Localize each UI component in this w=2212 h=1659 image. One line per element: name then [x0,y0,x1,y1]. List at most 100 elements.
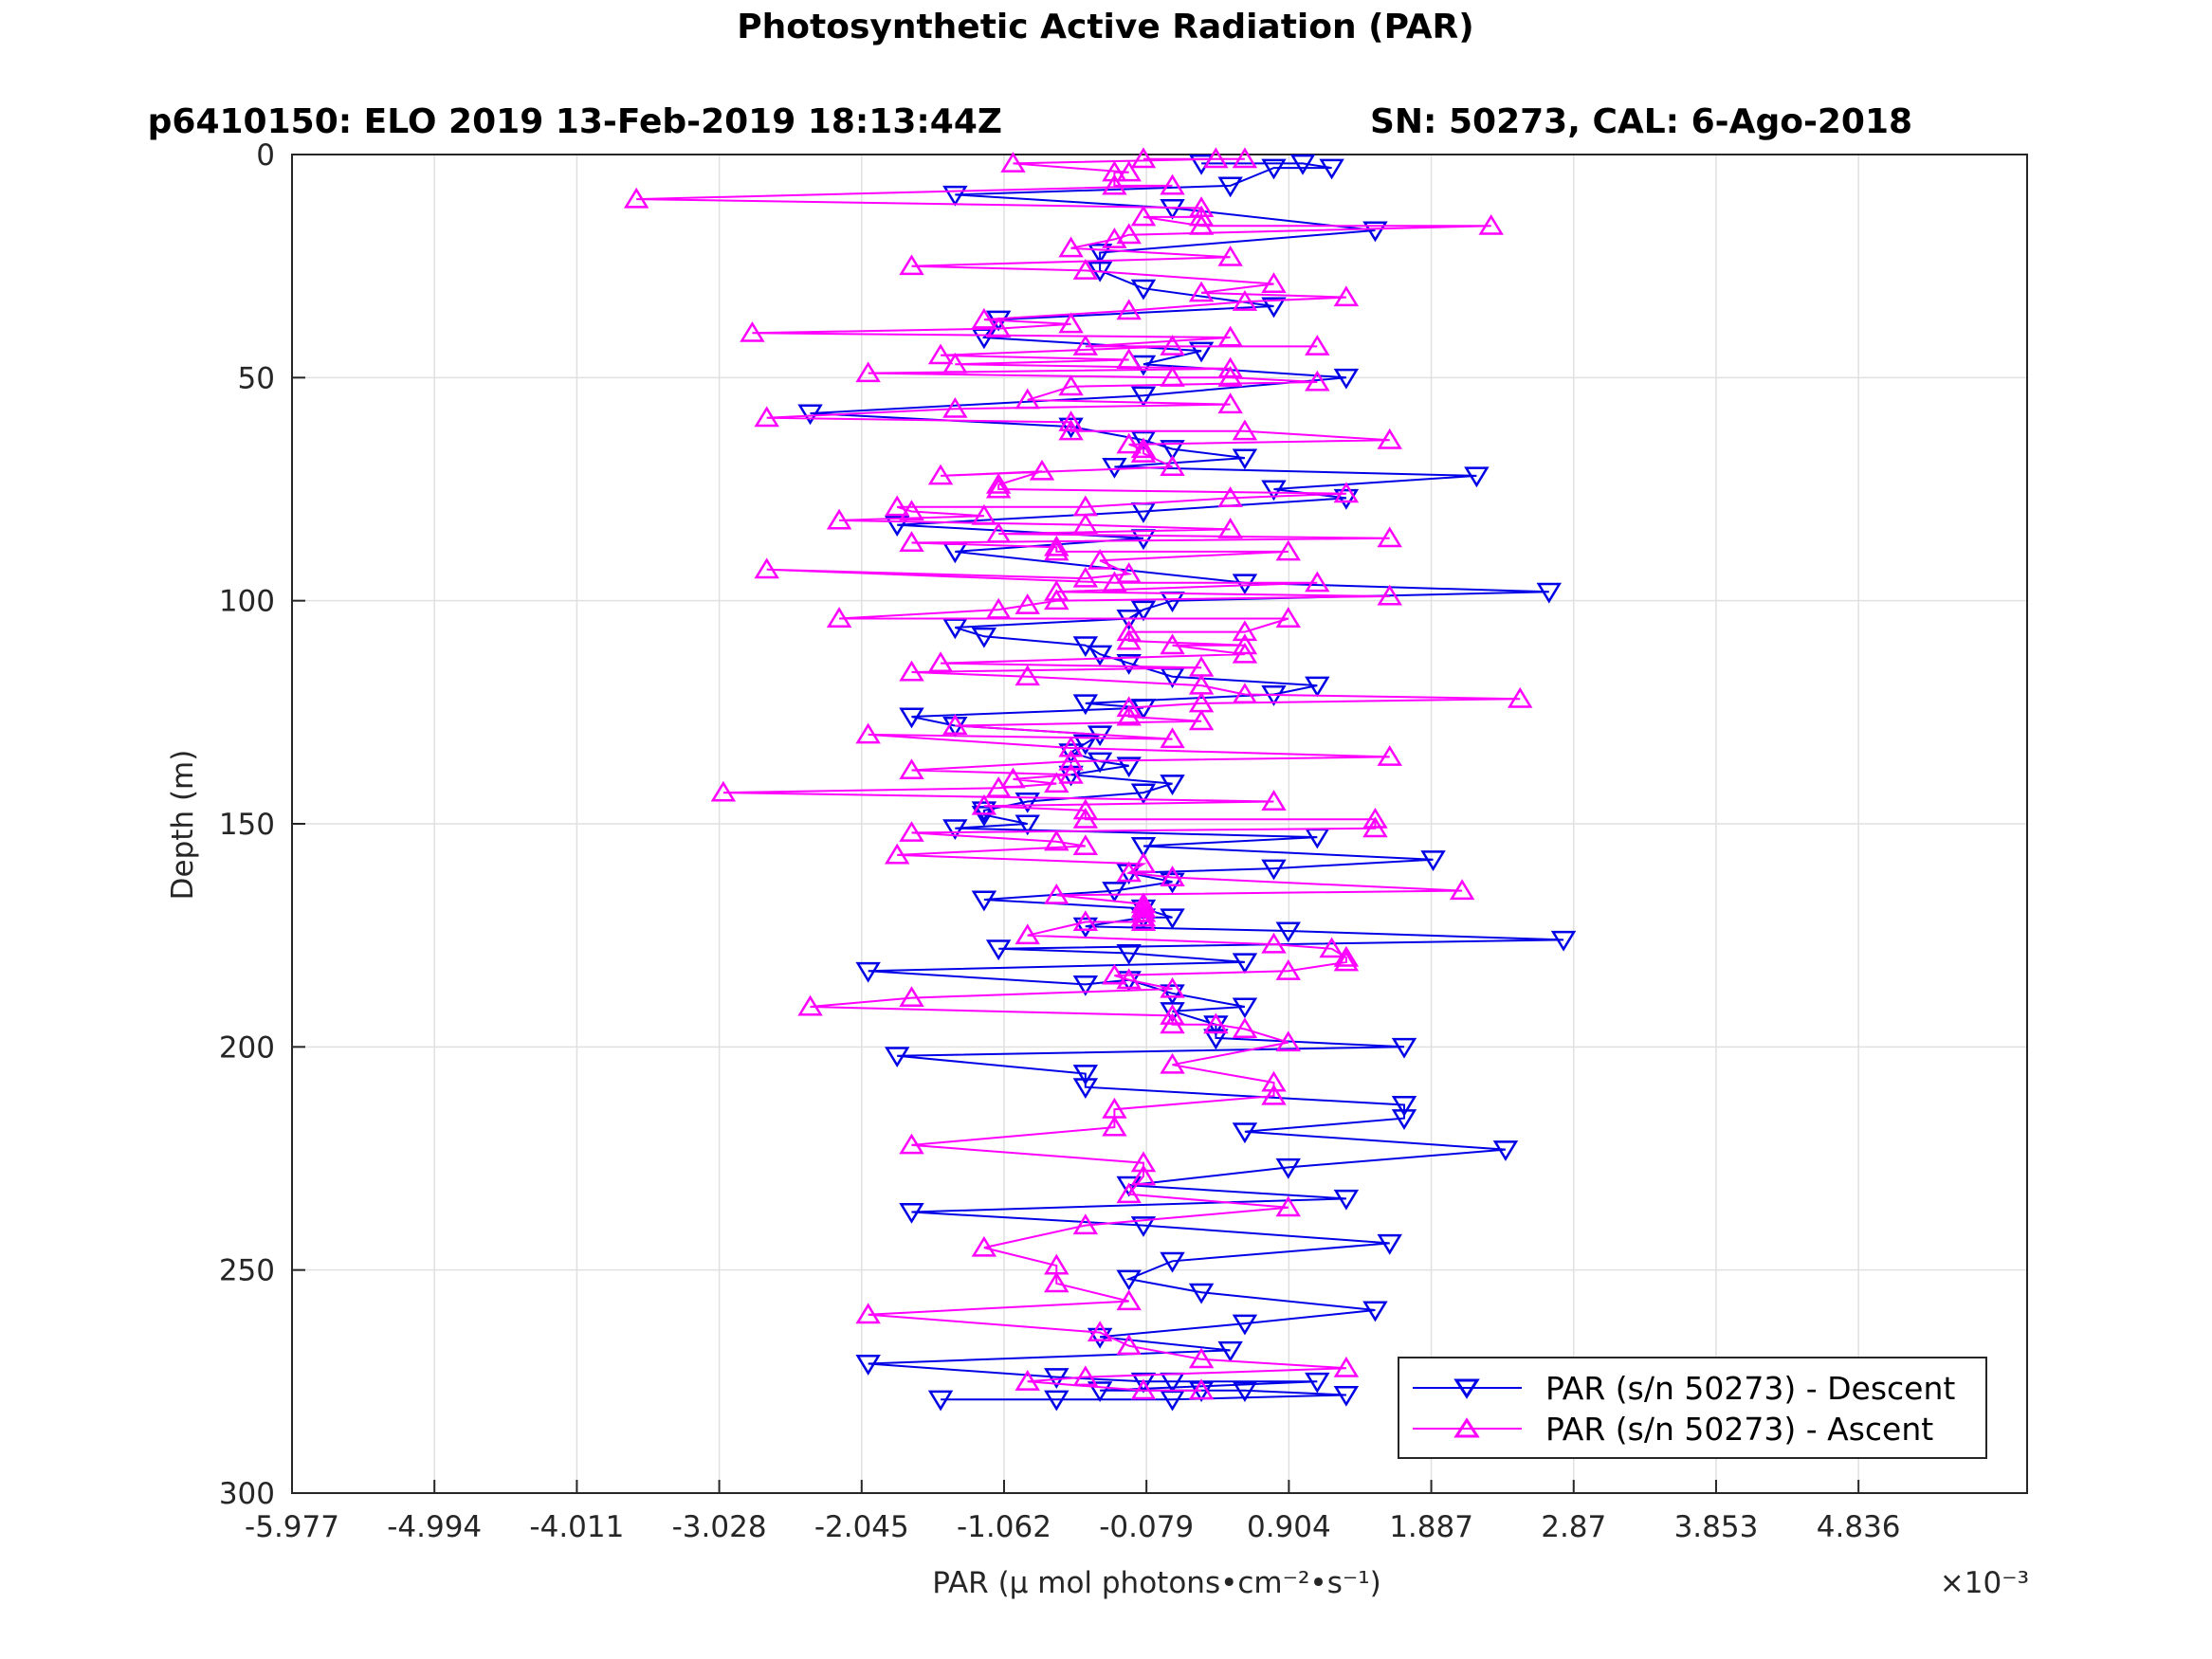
data-point [1362,807,1388,829]
x-tick-label: -2.045 [814,1510,909,1544]
legend-ascent-label: PAR (s/n 50273) - Ascent [1545,1411,1933,1448]
x-tick-label: 2.87 [1541,1510,1606,1544]
x-tick-label: 3.853 [1674,1510,1759,1544]
data-point [1464,466,1490,488]
data-point [1275,1158,1301,1179]
legend-descent-marker [1453,1378,1480,1399]
data-point [1377,745,1402,766]
series-layer [623,147,1577,1412]
data-point [855,361,881,383]
data-point [1217,486,1243,507]
data-point [623,187,649,209]
data-point [1333,1189,1360,1211]
x-tick-label: -5.977 [245,1510,339,1544]
data-point [1130,837,1157,858]
data-point [1058,417,1084,439]
data-point [1072,566,1099,588]
data-point [1160,1002,1185,1023]
data-point [1058,749,1084,771]
data-point [1160,440,1185,461]
data-point [899,1202,924,1224]
data-point [1130,430,1157,452]
data-point [899,1133,924,1155]
data-point [740,320,765,342]
data-point [855,1303,881,1324]
data-point [942,819,968,841]
data-point [1232,147,1258,169]
y-tick-label: 100 [219,585,275,619]
data-point [1217,176,1243,198]
data-point [1160,866,1185,886]
data-point [1116,160,1142,182]
data-point [1130,279,1157,301]
data-point [1188,281,1215,302]
data-point [1160,335,1185,356]
x-tick-label: -0.079 [1099,1510,1194,1544]
series-line [636,157,1521,1392]
data-point [1130,783,1157,805]
data-point [1072,1213,1099,1235]
data-point [1362,816,1388,838]
data-point [1044,830,1069,851]
data-point [1087,752,1113,774]
data-point [1188,341,1215,363]
x-tick-label: -3.028 [672,1510,767,1544]
data-point [1130,901,1157,922]
data-point [1130,442,1157,463]
data-point [1072,798,1099,820]
x-tick-label: 1.887 [1389,1510,1473,1544]
data-point [1232,633,1258,655]
data-point [1188,213,1215,235]
data-point [985,521,1012,543]
data-point [927,1390,954,1412]
data-point [1188,205,1215,227]
data-point [1217,518,1243,538]
data-point [1072,513,1099,535]
data-point [1087,548,1113,570]
grid [291,154,2027,1494]
data-point [1116,432,1142,454]
y-axis-label: Depth (m) [166,750,200,901]
x-tick-label: -1.062 [957,1510,1051,1544]
data-point [1102,1115,1127,1137]
data-point [1044,883,1069,904]
y-tick-label: 300 [219,1477,275,1511]
data-point [1217,245,1243,266]
data-point [1333,482,1360,503]
data-point [927,343,954,365]
data-point [1130,1378,1157,1400]
data-point [1492,1140,1519,1161]
data-point [1116,1269,1142,1291]
data-point [884,1047,910,1068]
data-point [1333,285,1360,307]
data-point [1058,419,1084,441]
data-point [1391,1037,1417,1059]
y-tick-label: 0 [256,138,275,173]
data-point [1275,1030,1301,1052]
data-point [1362,221,1388,243]
data-point [1102,160,1127,182]
data-point [1305,571,1330,592]
legend-ascent-marker [1453,1417,1480,1438]
data-point [1087,1381,1113,1403]
data-point [1116,704,1142,726]
data-point [971,307,997,329]
data-point [1232,1381,1258,1403]
data-point [1449,879,1475,901]
data-point [1130,910,1157,932]
data-point [1130,905,1157,927]
data-point [1015,1370,1040,1391]
data-point [985,597,1012,619]
data-point [1232,683,1258,704]
data-point [855,961,881,983]
data-point [899,531,924,552]
data-point [1000,152,1026,173]
data-point [942,714,968,735]
data-point [1116,943,1142,965]
data-point [1261,158,1287,180]
data-point [1232,997,1258,1019]
data-point [1333,950,1360,972]
data-point [1087,645,1113,666]
data-point [1377,584,1402,606]
data-point [1130,1151,1157,1173]
